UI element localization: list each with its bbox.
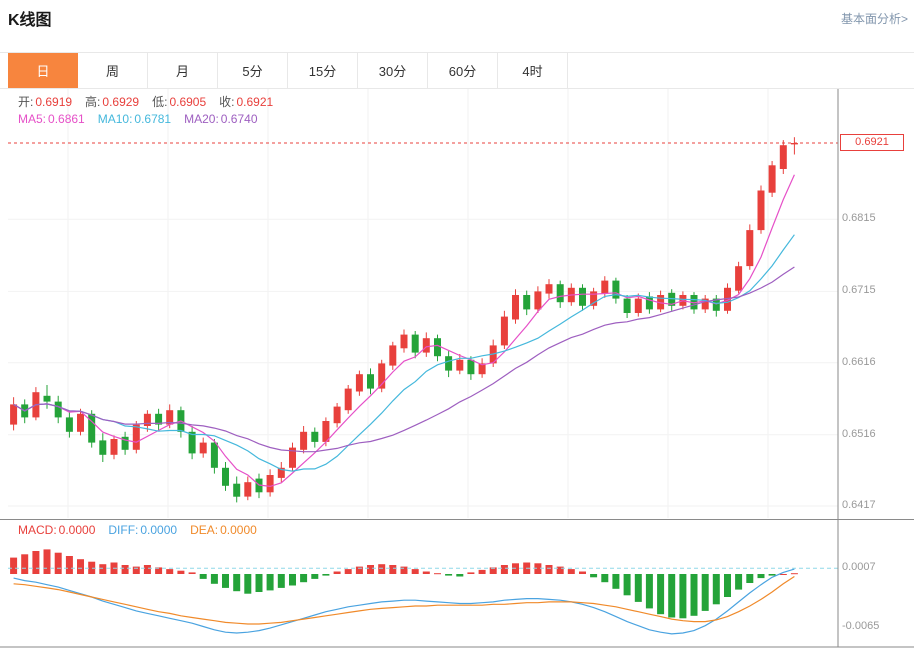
tab-30分[interactable]: 30分 xyxy=(358,53,428,88)
tab-15分[interactable]: 15分 xyxy=(288,53,358,88)
page-title: K线图 xyxy=(8,12,52,29)
macd-axis-tick-0: 0.0007 xyxy=(842,561,876,574)
axis-frame xyxy=(0,88,914,648)
ohlc-item-3: 收: 0.6921 xyxy=(219,95,274,109)
ma-item-2: MA20: 0.6740 xyxy=(184,112,258,126)
fundamental-analysis-link[interactable]: 基本面分析> xyxy=(840,12,908,26)
period-tabbar: 日周月 5分 15分 30分 60分 4时 xyxy=(0,52,914,89)
ohlc-item-2: 低: 0.6905 xyxy=(152,95,207,109)
ohlc-item-0: 开: 0.6919 xyxy=(18,95,73,109)
tab-5分[interactable]: 5分 xyxy=(218,53,288,88)
ohlc-item-1: 高: 0.6929 xyxy=(85,95,140,109)
ma-item-1: MA10: 0.6781 xyxy=(97,112,172,126)
price-axis-tick-3: 0.6516 xyxy=(842,427,876,440)
candlesticks xyxy=(10,137,798,503)
ma-lines xyxy=(13,174,795,488)
current-price-tag: 0.6921 xyxy=(840,134,904,151)
macd-item-2: DEA: 0.0000 xyxy=(190,523,257,537)
ma-info-row: MA5: 0.6861 MA10: 0.6781 MA20: 0.6740 xyxy=(18,112,271,126)
tab-4时[interactable]: 4时 xyxy=(498,53,568,88)
ma-item-0: MA5: 0.6861 xyxy=(18,112,85,126)
tab-60分[interactable]: 60分 xyxy=(428,53,498,88)
grid-lines xyxy=(8,88,838,518)
price-axis-tick-4: 0.6417 xyxy=(842,498,876,511)
macd-lines xyxy=(13,568,795,635)
macd-info-row: MACD: 0.0000 DIFF: 0.0000 DEA: 0.0000 xyxy=(18,523,270,537)
price-axis-tick-2: 0.6616 xyxy=(842,355,876,368)
price-axis-tick-0: 0.6815 xyxy=(842,212,876,225)
tab-周[interactable]: 周 xyxy=(78,53,148,88)
tab-日[interactable]: 日 xyxy=(8,53,78,88)
tab-月[interactable]: 月 xyxy=(148,53,218,88)
macd-histogram xyxy=(10,549,798,619)
macd-axis-tick-1: -0.0065 xyxy=(842,620,880,633)
ohlc-info-row: 开: 0.6919 高: 0.6929 低: 0.6905 收: 0.6921 xyxy=(18,93,286,110)
price-axis-tick-1: 0.6715 xyxy=(842,284,876,297)
macd-item-1: DIFF: 0.0000 xyxy=(108,523,178,537)
macd-item-0: MACD: 0.0000 xyxy=(18,523,96,537)
